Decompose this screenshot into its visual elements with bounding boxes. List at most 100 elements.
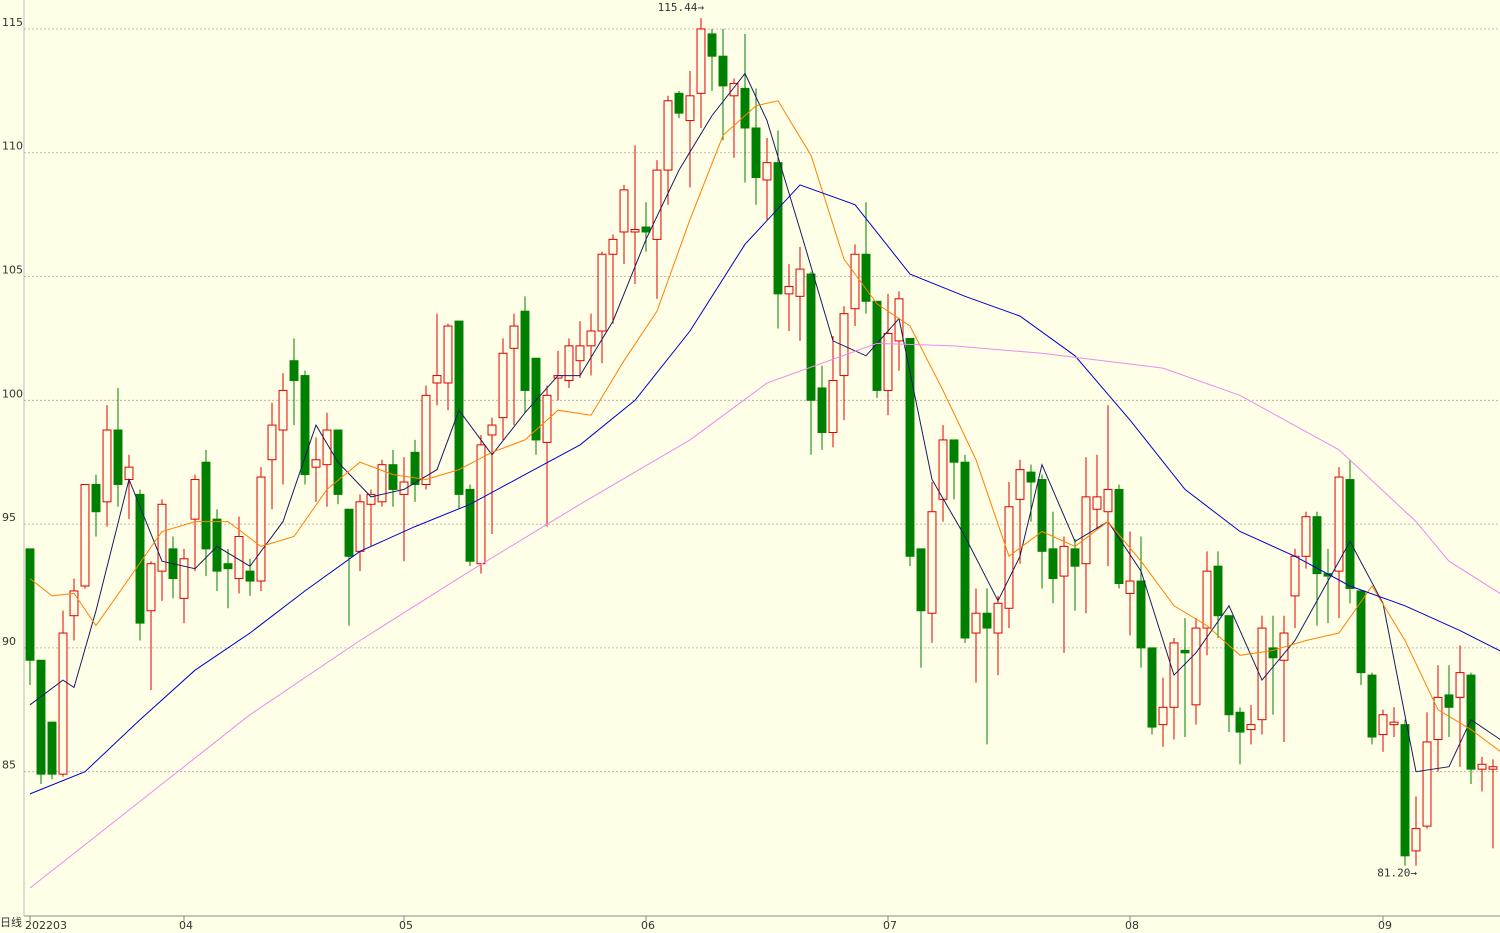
candle-body (1400, 724, 1410, 857)
candle-body (47, 721, 57, 775)
period-label: 日线 (0, 915, 22, 929)
candle-body (80, 483, 90, 587)
candle-body (1455, 672, 1465, 698)
candle-body (25, 548, 35, 661)
candle-body (146, 563, 156, 612)
candle-body (1103, 488, 1113, 513)
candle-body (1070, 548, 1080, 567)
candle-body (1026, 471, 1036, 483)
candle-body (1433, 696, 1443, 740)
candle-body (795, 268, 805, 297)
candle-body (135, 493, 145, 624)
candle-body (58, 632, 68, 775)
moving-average-line (29, 72, 1500, 773)
candle-body (960, 461, 970, 639)
candle-body (1147, 647, 1157, 728)
candle-body (212, 518, 222, 572)
candle-body (685, 95, 695, 122)
candle-body (1290, 555, 1300, 597)
candle-body (1356, 590, 1366, 674)
candle-body (278, 389, 288, 431)
candle-body (982, 612, 992, 629)
candle-body (102, 429, 112, 503)
candle-body (1301, 516, 1311, 557)
candle-body (91, 483, 101, 513)
x-tick-label: 04 (179, 919, 193, 932)
candle-body (1389, 721, 1399, 726)
candle-body (531, 357, 541, 441)
candle-body (927, 511, 937, 614)
y-tick-label: 100 (2, 387, 23, 400)
candle-body (1411, 828, 1421, 852)
candle-body (311, 459, 321, 468)
candle-body (1202, 570, 1212, 629)
candle-body (1257, 627, 1267, 721)
candle-body (1092, 496, 1102, 510)
candle-body (1191, 627, 1201, 706)
candle-body (1004, 506, 1014, 609)
candle-body (36, 659, 46, 775)
candle-body (542, 394, 552, 443)
candle-body (806, 273, 816, 401)
candle-body (344, 508, 354, 557)
candle-body (201, 461, 211, 550)
candle-body (949, 439, 959, 463)
candle-body (355, 501, 365, 552)
candle-body (1048, 548, 1058, 580)
y-tick-label: 90 (2, 635, 16, 648)
candle-body (1224, 615, 1234, 716)
candle-body (498, 352, 508, 419)
candle-body (245, 570, 255, 582)
candle-body (1180, 649, 1190, 654)
candle-body (1235, 711, 1245, 733)
candle-body (388, 464, 398, 490)
x-tick-label: 202203 (25, 919, 67, 932)
candle-body (487, 424, 497, 436)
candle-body (179, 558, 189, 599)
candle-body (190, 479, 200, 520)
candle-body (652, 169, 662, 240)
candle-body (1268, 647, 1278, 659)
candle-body (586, 330, 596, 347)
candle-body (509, 325, 519, 349)
y-tick-label: 95 (2, 511, 16, 524)
candle-body (1081, 496, 1091, 565)
candle-body (828, 380, 838, 434)
candle-body (421, 394, 431, 485)
candle-body (366, 493, 376, 505)
candle-body (641, 226, 651, 233)
candle-body (267, 424, 277, 461)
candle-body (399, 481, 409, 495)
candle-body (597, 253, 607, 332)
candle-body (674, 92, 684, 114)
candle-body (850, 253, 860, 310)
moving-average-line (29, 184, 1500, 795)
candle-body (608, 238, 618, 255)
candle-body (905, 337, 915, 557)
candle-body (971, 612, 981, 634)
candle-body (1422, 741, 1432, 827)
y-tick-label: 85 (2, 759, 16, 772)
high-annotation: 115.44→ (658, 1, 705, 14)
candle-body (1213, 565, 1223, 617)
candle-body (630, 228, 640, 233)
candle-body (322, 429, 332, 466)
x-tick-label: 09 (1378, 919, 1392, 932)
candle-body (300, 375, 310, 476)
candle-body (1246, 724, 1256, 731)
candle-body (938, 439, 948, 500)
candle-body (124, 466, 134, 481)
candle-body (707, 33, 717, 57)
candle-body (1444, 694, 1454, 708)
candle-body (432, 375, 442, 384)
candle-body (718, 55, 728, 87)
candle-body (520, 310, 530, 391)
candle-body (993, 602, 1003, 634)
candle-body (883, 332, 893, 391)
low-annotation: 81.20→ (1377, 867, 1417, 880)
candle-body (729, 82, 739, 97)
y-tick-label: 110 (2, 140, 23, 153)
candle-body (564, 345, 574, 382)
moving-average-line (29, 342, 1500, 889)
